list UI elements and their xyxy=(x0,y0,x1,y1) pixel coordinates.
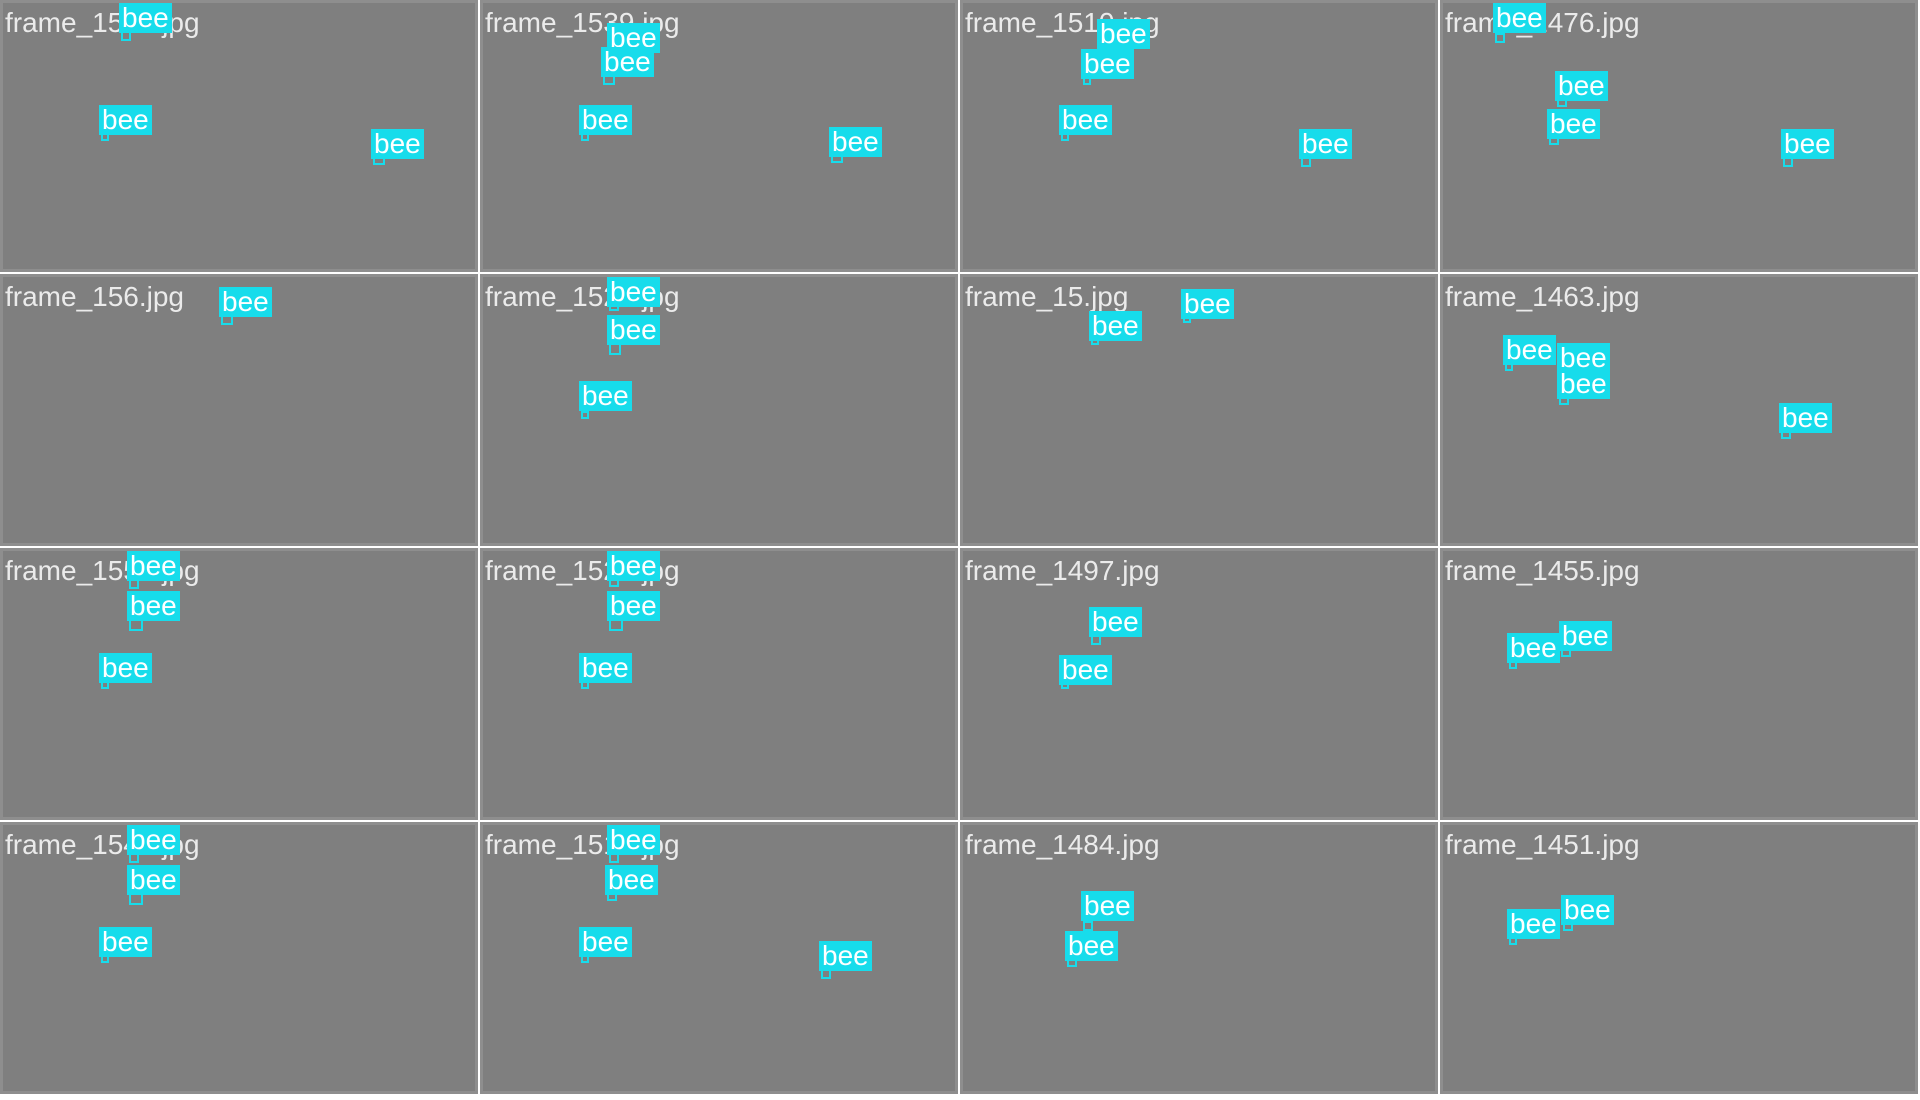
detection-label: bee xyxy=(607,551,660,581)
detection-label: bee xyxy=(1097,19,1150,49)
detection-label: bee xyxy=(1781,129,1834,159)
detection-label: bee xyxy=(1059,655,1112,685)
detection-label: bee xyxy=(1507,633,1560,663)
detection-label: bee xyxy=(601,47,654,77)
image-tile[interactable]: frame_1526.jpg bee bee bee xyxy=(480,548,958,820)
image-tile[interactable]: frame_156.jpg bee xyxy=(0,274,478,546)
detection-label: bee xyxy=(1081,49,1134,79)
detection-label: bee xyxy=(1299,129,1352,159)
tile-filename: frame_1463.jpg xyxy=(1445,281,1640,312)
image-tile[interactable]: frame_1548.jpg bee bee bee xyxy=(0,822,478,1094)
detection-label: bee xyxy=(99,653,152,683)
detection-label: bee xyxy=(605,865,658,895)
detection-label: bee xyxy=(607,591,660,621)
detection-box xyxy=(1495,33,1505,43)
detection-label: bee xyxy=(1081,891,1134,921)
detection-label: bee xyxy=(1547,109,1600,139)
tile-filename: frame_1497.jpg xyxy=(965,555,1160,586)
image-tile[interactable]: frame_1553.jpg bee bee bee xyxy=(0,548,478,820)
detection-label: bee xyxy=(1503,335,1556,365)
tile-filename: frame_156.jpg xyxy=(5,281,185,312)
detection-label: bee xyxy=(99,927,152,957)
detection-label: bee xyxy=(579,927,632,957)
detection-label: bee xyxy=(607,277,660,307)
detection-label: bee xyxy=(127,865,180,895)
image-tile[interactable]: frame_1510.jpg bee bee bee bee xyxy=(960,0,1438,272)
detection-box xyxy=(581,411,589,419)
detection-label: bee xyxy=(127,825,180,855)
detection-label: bee xyxy=(371,129,424,159)
image-tile[interactable]: frame_1463.jpg bee bee bee bee xyxy=(1440,274,1918,546)
detection-label: bee xyxy=(1507,909,1560,939)
detection-label: bee xyxy=(607,825,660,855)
detection-label: bee xyxy=(1089,607,1142,637)
detection-label: bee xyxy=(127,551,180,581)
image-tile[interactable]: frame_1517.jpg bee bee bee bee xyxy=(480,822,958,1094)
detection-label: bee xyxy=(1559,621,1612,651)
image-tile[interactable]: frame_1529.jpg bee bee bee xyxy=(480,274,958,546)
detection-label: bee xyxy=(1779,403,1832,433)
image-tile[interactable]: frame_1566.jpg bee bee bee xyxy=(0,0,478,272)
detection-label: bee xyxy=(1181,289,1234,319)
image-tile[interactable]: frame_15.jpg bee bee xyxy=(960,274,1438,546)
detection-label: bee xyxy=(127,591,180,621)
detection-label: bee xyxy=(1557,343,1610,373)
tile-filename: frame_1484.jpg xyxy=(965,829,1160,860)
detection-label: bee xyxy=(579,653,632,683)
detection-label: bee xyxy=(1059,105,1112,135)
detection-label: bee xyxy=(579,381,632,411)
detection-box xyxy=(1083,921,1093,931)
detection-label: bee xyxy=(219,287,272,317)
detection-label: bee xyxy=(119,3,172,33)
detection-label: bee xyxy=(1555,71,1608,101)
detection-label: bee xyxy=(99,105,152,135)
detection-label: bee xyxy=(1089,311,1142,341)
detection-label: bee xyxy=(1561,895,1614,925)
detection-label: bee xyxy=(1557,369,1610,399)
detection-label: bee xyxy=(1065,931,1118,961)
tile-filename: frame_1451.jpg xyxy=(1445,829,1640,860)
detection-label: bee xyxy=(579,105,632,135)
detection-label: bee xyxy=(607,315,660,345)
image-tile[interactable]: frame_1539.jpg bee bee bee bee xyxy=(480,0,958,272)
detection-label: bee xyxy=(829,127,882,157)
detection-label: bee xyxy=(819,941,872,971)
detection-label: bee xyxy=(1493,3,1546,33)
tile-filename: frame_1455.jpg xyxy=(1445,555,1640,586)
tile-filename: frame_15.jpg xyxy=(965,281,1129,312)
